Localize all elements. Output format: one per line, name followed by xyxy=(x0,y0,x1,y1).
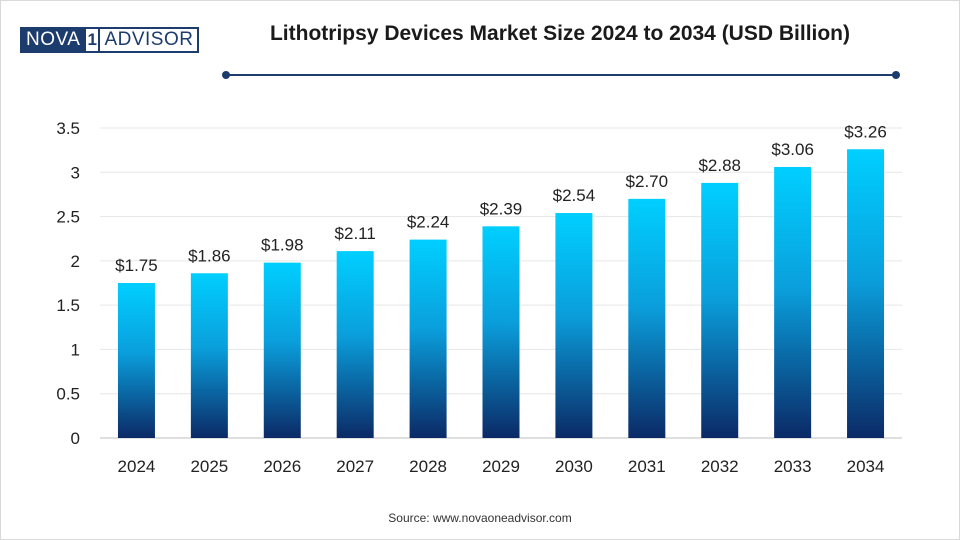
y-tick-label: 3 xyxy=(71,163,80,182)
y-tick-label: 3.5 xyxy=(56,119,80,138)
bar xyxy=(555,213,593,438)
x-tick-label: 2026 xyxy=(263,457,301,476)
bar xyxy=(263,262,301,438)
bar xyxy=(482,226,520,438)
x-tick-label: 2034 xyxy=(847,457,885,476)
bar-value-label: $2.70 xyxy=(626,172,669,191)
bar-value-label: $2.39 xyxy=(480,199,523,218)
bar-value-label: $1.98 xyxy=(261,236,304,255)
x-tick-label: 2031 xyxy=(628,457,666,476)
bar-value-label: $1.86 xyxy=(188,246,231,265)
y-tick-label: 2.5 xyxy=(56,208,80,227)
bar xyxy=(628,198,666,438)
x-tick-label: 2030 xyxy=(555,457,593,476)
source-note: Source: www.novaoneadvisor.com xyxy=(388,511,572,525)
y-tick-label: 0 xyxy=(71,429,80,448)
bar xyxy=(190,273,228,438)
y-tick-label: 1.5 xyxy=(56,296,80,315)
x-tick-label: 2033 xyxy=(774,457,812,476)
y-tick-label: 2 xyxy=(71,252,80,271)
x-tick-label: 2029 xyxy=(482,457,520,476)
underline-dot-right xyxy=(892,71,900,79)
brand-logo-part2: ADVISOR xyxy=(100,27,200,53)
bar-value-label: $2.54 xyxy=(553,186,596,205)
y-tick-label: 1 xyxy=(71,340,80,359)
bar-value-label: $2.11 xyxy=(335,224,376,243)
x-tick-label: 2024 xyxy=(118,457,156,476)
brand-logo-part1: NOVA xyxy=(20,27,85,53)
brand-logo-mark: 1 xyxy=(84,27,101,53)
bar xyxy=(409,239,447,438)
bar xyxy=(336,251,374,438)
y-tick-label: 0.5 xyxy=(56,385,80,404)
bar-value-label: $2.88 xyxy=(698,156,741,175)
x-tick-label: 2027 xyxy=(336,457,374,476)
bar-value-label: $1.75 xyxy=(115,256,158,275)
title-underline xyxy=(226,74,897,76)
x-tick-label: 2025 xyxy=(190,457,228,476)
underline-dot-left xyxy=(222,71,230,79)
bar-value-label: $3.26 xyxy=(844,122,887,141)
bar xyxy=(774,166,812,438)
chart-title: Lithotripsy Devices Market Size 2024 to … xyxy=(269,22,851,45)
bar-value-label: $3.06 xyxy=(771,140,814,159)
bar-value-label: $2.24 xyxy=(407,213,450,232)
x-tick-label: 2028 xyxy=(409,457,447,476)
bar xyxy=(701,182,739,438)
bar xyxy=(847,149,885,438)
x-tick-label: 2032 xyxy=(701,457,739,476)
bar xyxy=(117,283,155,438)
brand-logo: NOVA 1 ADVISOR xyxy=(20,27,200,53)
